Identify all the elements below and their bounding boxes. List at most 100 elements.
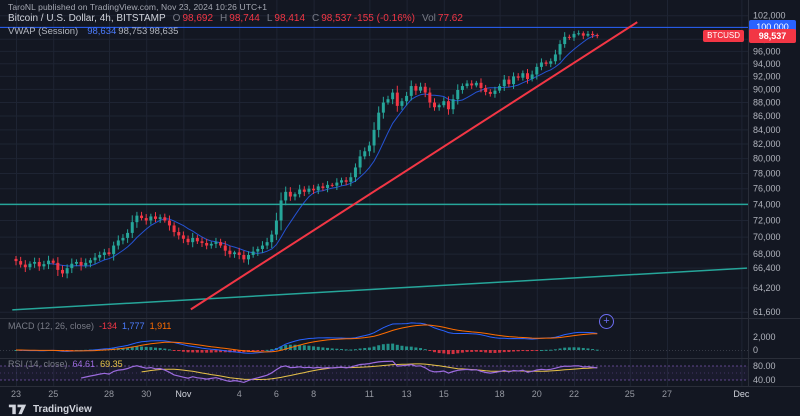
candle bbox=[265, 242, 269, 246]
tradingview-brand-text[interactable]: TradingView bbox=[33, 403, 92, 415]
rsi-label[interactable]: RSI (14, close) bbox=[8, 359, 68, 369]
candle bbox=[84, 262, 88, 266]
candle bbox=[298, 189, 302, 195]
candle bbox=[195, 237, 199, 242]
macd-histogram-bar bbox=[349, 349, 353, 351]
time-axis-label: 20 bbox=[532, 389, 542, 399]
time-axis-label: 30 bbox=[141, 389, 151, 399]
macd-histogram-bar bbox=[479, 350, 483, 352]
symbol-title[interactable]: Bitcoin / U.S. Dollar, 4h, BITSTAMP bbox=[8, 13, 166, 24]
candle bbox=[228, 250, 232, 255]
candle bbox=[279, 200, 283, 221]
vwap-legend[interactable]: VWAP (Session) 98,634 98,753 98,635 bbox=[8, 26, 178, 37]
macd-histogram-bar bbox=[581, 347, 585, 350]
macd-histogram-bar bbox=[567, 347, 571, 350]
time-axis-label: 22 bbox=[569, 389, 579, 399]
price-tick-label: 78,000 bbox=[753, 168, 781, 178]
macd-histogram-bar bbox=[205, 350, 209, 353]
price-tick-label: 72,000 bbox=[753, 216, 781, 226]
macd-histogram-bar bbox=[251, 350, 255, 352]
macd-histogram-bar bbox=[302, 345, 306, 350]
macd-histogram-bar bbox=[167, 349, 171, 351]
candle bbox=[419, 86, 423, 91]
candle bbox=[358, 156, 362, 168]
macd-histogram-bar bbox=[298, 344, 302, 350]
candle bbox=[61, 269, 64, 274]
ohlc-close-label: C bbox=[312, 13, 320, 24]
candle bbox=[460, 86, 464, 90]
candle bbox=[563, 36, 567, 45]
candle bbox=[28, 263, 32, 268]
rsi-line bbox=[80, 360, 598, 384]
macd-histogram-bar bbox=[279, 346, 283, 350]
symbol-legend[interactable]: Bitcoin / U.S. Dollar, 4h, BITSTAMP O 98,… bbox=[8, 13, 463, 24]
macd-histogram-bar bbox=[405, 346, 409, 350]
macd-label[interactable]: MACD (12, 26, close) bbox=[8, 321, 95, 331]
candle bbox=[116, 240, 120, 246]
macd-histogram-bar bbox=[130, 347, 134, 350]
candle bbox=[14, 258, 18, 262]
macd-histogram-bar bbox=[586, 348, 590, 350]
macd-histogram-bar bbox=[135, 346, 139, 350]
macd-histogram-bar bbox=[507, 350, 511, 353]
macd-histogram-bar bbox=[233, 350, 237, 353]
candle bbox=[260, 245, 264, 249]
candle bbox=[181, 235, 185, 239]
macd-histogram-bar bbox=[484, 350, 488, 353]
macd-histogram-bar bbox=[149, 347, 153, 350]
price-tick-label: 64,200 bbox=[753, 283, 781, 293]
rsi-ma-value: 69.35 bbox=[100, 359, 123, 369]
candle bbox=[344, 180, 348, 182]
macd-hist-value: -134 bbox=[99, 321, 118, 331]
price-tick-label: 92,000 bbox=[753, 71, 781, 81]
macd-histogram-bar bbox=[158, 348, 162, 350]
candle bbox=[377, 112, 381, 130]
candle bbox=[591, 33, 595, 36]
price-tick-label: 90,000 bbox=[753, 84, 781, 94]
macd-histogram-bar bbox=[307, 345, 311, 350]
rsi-tick-label: 80.00 bbox=[753, 361, 776, 371]
ohlc-low-label: L bbox=[266, 13, 273, 24]
candle bbox=[56, 262, 60, 270]
candle bbox=[465, 83, 469, 87]
tradingview-logo-icon[interactable] bbox=[8, 402, 27, 416]
macd-histogram-bar bbox=[154, 347, 157, 350]
macd-histogram-bar bbox=[200, 350, 204, 353]
macd-legend[interactable]: MACD (12, 26, close) -134 1,777 1,911 bbox=[8, 321, 176, 331]
macd-histogram-bar bbox=[293, 344, 297, 350]
vwap-label[interactable]: VWAP (Session) bbox=[8, 26, 79, 37]
macd-histogram-bar bbox=[391, 343, 395, 350]
candle bbox=[223, 245, 227, 251]
macd-histogram-bar bbox=[395, 344, 399, 350]
macd-histogram-bar bbox=[330, 348, 334, 350]
candle bbox=[502, 79, 506, 87]
candle bbox=[79, 261, 83, 266]
candle bbox=[335, 182, 339, 186]
add-alert-plus-icon[interactable]: + bbox=[599, 314, 614, 329]
candle bbox=[284, 191, 288, 201]
candle bbox=[23, 264, 27, 268]
macd-histogram-bar bbox=[493, 350, 497, 353]
macd-histogram-bar bbox=[595, 349, 599, 351]
ohlc-low-value: 98,414 bbox=[274, 13, 306, 24]
macd-histogram-bar bbox=[367, 347, 371, 350]
ohlc-open-label: O bbox=[172, 13, 181, 24]
macd-histogram-bar bbox=[321, 347, 325, 350]
macd-histogram-bar bbox=[195, 350, 199, 353]
macd-histogram-bar bbox=[214, 350, 218, 353]
candle bbox=[470, 83, 474, 86]
macd-histogram-bar bbox=[284, 345, 288, 350]
candle bbox=[65, 268, 69, 274]
candle bbox=[553, 54, 557, 62]
time-axis-label: 4 bbox=[237, 389, 242, 399]
candle bbox=[209, 243, 213, 246]
price-tick-label: 96,000 bbox=[753, 46, 781, 56]
macd-histogram-bar bbox=[237, 350, 241, 353]
vwap-value-1: 98,634 bbox=[87, 26, 117, 37]
candle bbox=[595, 35, 599, 37]
time-axis-label: 6 bbox=[274, 389, 279, 399]
candle bbox=[302, 189, 306, 192]
rsi-legend[interactable]: RSI (14, close) 64.61 69.35 bbox=[8, 359, 128, 369]
candle bbox=[47, 260, 51, 265]
